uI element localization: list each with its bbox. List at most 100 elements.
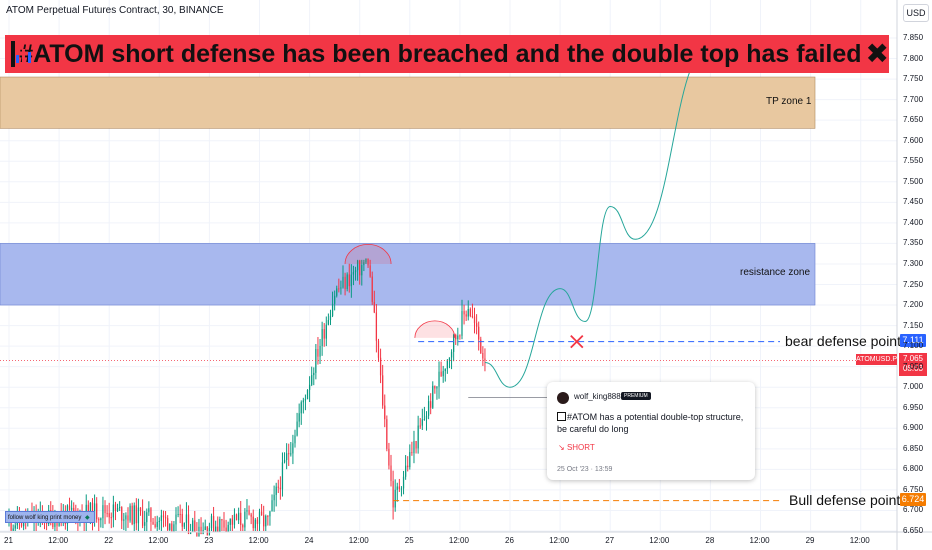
candle <box>463 311 465 315</box>
x-tick-label: 29 <box>805 536 815 545</box>
y-tick-label: 7.700 <box>903 94 924 104</box>
candle <box>246 510 248 512</box>
candle <box>390 465 392 482</box>
y-tick-label: 7.650 <box>903 115 924 125</box>
idea-card[interactable]: wolf_king888 PREMIUM #ATOM has a potenti… <box>547 382 755 480</box>
candle <box>313 372 315 376</box>
x-tick-label: 22 <box>104 536 114 545</box>
candle <box>116 507 119 512</box>
headline-text: #ATOM short defense has been breached an… <box>19 40 862 68</box>
resistance-zone-label: resistance zone <box>740 267 811 278</box>
y-tick-label: 7.050 <box>903 361 924 371</box>
candle <box>440 371 442 377</box>
candle <box>14 525 16 529</box>
candle <box>171 523 173 532</box>
candle <box>160 515 163 521</box>
candle <box>219 518 221 532</box>
candle <box>469 309 471 316</box>
y-tick-label: 7.200 <box>903 300 924 310</box>
y-tick-label: 6.950 <box>903 402 924 412</box>
candle <box>359 260 361 276</box>
candle <box>480 339 482 354</box>
candle <box>379 357 382 376</box>
candle <box>450 351 453 358</box>
candle <box>478 326 480 340</box>
projection-path <box>484 45 711 388</box>
candle <box>427 401 430 416</box>
x-tick-label: 28 <box>705 536 715 545</box>
candle <box>225 527 227 532</box>
y-tick-label: 7.300 <box>903 258 924 268</box>
direction-short: ↘ SHORT <box>558 443 595 452</box>
candle <box>100 518 102 521</box>
candle <box>187 514 190 535</box>
candle <box>371 276 373 302</box>
promo-text: follow wolf king print money <box>8 515 82 521</box>
candle <box>204 526 206 530</box>
y-tick-label: 7.500 <box>903 176 924 186</box>
candle <box>294 435 296 444</box>
candle <box>432 385 434 408</box>
candle <box>354 270 357 273</box>
candle <box>415 441 417 449</box>
y-tick-label: 7.750 <box>903 74 924 84</box>
candle <box>473 316 476 324</box>
x-tick-label: 25 <box>404 536 414 545</box>
candle <box>409 452 411 468</box>
y-tick-label: 7.150 <box>903 320 924 330</box>
x-tick-label: 27 <box>605 536 615 545</box>
candle <box>308 384 311 390</box>
candle <box>386 419 388 449</box>
trend-down-icon: ↘ <box>558 443 567 452</box>
candle <box>196 531 198 537</box>
y-tick-label: 6.850 <box>903 443 924 453</box>
candle <box>344 276 346 290</box>
candle <box>167 518 169 530</box>
candle <box>223 520 225 528</box>
bull-defense-price-tag: 6.724 <box>900 493 926 506</box>
candle <box>131 505 133 525</box>
x-tick-label: 24 <box>304 536 314 545</box>
bar-chart-icon <box>557 412 566 421</box>
candle <box>296 421 298 436</box>
candle <box>484 358 486 361</box>
candle <box>244 511 246 528</box>
y-tick-label: 7.100 <box>903 341 924 351</box>
candle <box>96 503 98 520</box>
bull-defense-label: Bull defense point <box>789 492 901 508</box>
candle <box>200 526 202 535</box>
y-tick-label: 6.900 <box>903 423 924 433</box>
candle <box>175 514 177 525</box>
candle <box>212 516 215 533</box>
candle <box>45 522 48 524</box>
current-price-value: 7.065 <box>902 354 924 363</box>
candle <box>141 511 144 526</box>
candle <box>298 413 300 422</box>
candle <box>146 512 148 523</box>
candle <box>455 334 457 340</box>
candle <box>98 519 100 521</box>
candle <box>340 287 342 289</box>
x-tick-label: 23 <box>204 536 214 545</box>
candle <box>465 314 467 317</box>
candle <box>444 368 446 372</box>
candle <box>292 443 294 454</box>
y-tick-label: 6.750 <box>903 484 924 494</box>
headline-banner: #ATOM short defense has been breached an… <box>5 35 889 73</box>
candle <box>104 505 106 514</box>
candle <box>185 514 188 523</box>
candle <box>446 360 449 369</box>
x-tick-label: 21 <box>4 536 13 545</box>
candle <box>430 401 432 408</box>
candle <box>87 504 89 515</box>
candle <box>152 521 154 525</box>
currency-button[interactable]: USD <box>903 4 929 22</box>
candle <box>169 523 171 530</box>
author-name[interactable]: wolf_king888 <box>574 392 621 401</box>
candle <box>352 272 355 275</box>
avatar[interactable] <box>557 392 569 404</box>
candle <box>329 315 332 320</box>
candle <box>267 515 269 517</box>
x-tick-label: 12:00 <box>849 536 870 545</box>
